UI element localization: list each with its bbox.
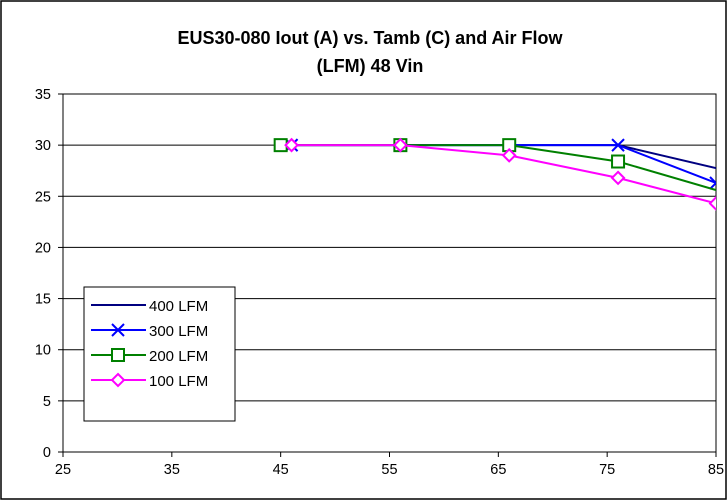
series-layer <box>273 137 716 211</box>
marker-diamond <box>708 196 716 211</box>
marker-x <box>611 138 625 152</box>
x-tick-label: 75 <box>599 462 615 478</box>
legend-label: 300 LFM <box>149 323 208 340</box>
legend-label: 200 LFM <box>149 348 208 365</box>
legend-label: 100 LFM <box>149 373 208 390</box>
y-tick-label: 5 <box>43 394 51 410</box>
y-axis: 0 5 10 15 20 25 30 35 <box>35 87 63 461</box>
marker-square <box>611 154 626 169</box>
x-tick-label: 65 <box>490 462 506 478</box>
x-axis: 25 35 45 55 65 75 85 <box>55 452 724 478</box>
y-tick-label: 30 <box>35 138 51 154</box>
legend-item: 300 LFM <box>91 323 208 340</box>
y-tick-label: 25 <box>35 189 51 205</box>
marker-diamond <box>284 137 299 153</box>
legend-item: 400 LFM <box>91 298 208 315</box>
series-100-lfm <box>284 137 716 211</box>
marker-diamond <box>501 147 517 163</box>
y-tick-label: 10 <box>35 343 51 359</box>
marker-square <box>111 348 125 362</box>
y-tick-label: 15 <box>35 292 51 308</box>
marker-x <box>111 323 125 337</box>
legend-item: 200 LFM <box>91 348 208 365</box>
legend-label: 400 LFM <box>149 298 208 315</box>
y-tick-label: 0 <box>43 445 51 461</box>
chart-title-line-1: EUS30-080 Iout (A) vs. Tamb (C) and Air … <box>177 28 563 48</box>
y-tick-label: 20 <box>35 240 51 256</box>
x-tick-label: 35 <box>164 462 180 478</box>
marker-diamond <box>392 137 408 153</box>
y-tick-label: 35 <box>35 87 51 103</box>
chart-title-line-2: (LFM) 48 Vin <box>317 56 424 76</box>
marker-diamond <box>110 372 126 388</box>
marker-x <box>709 176 716 190</box>
x-tick-label: 85 <box>708 462 724 478</box>
legend-item: 100 LFM <box>91 372 208 390</box>
x-tick-label: 55 <box>381 462 397 478</box>
marker-diamond <box>610 170 626 186</box>
x-tick-label: 25 <box>55 462 71 478</box>
x-tick-label: 45 <box>273 462 289 478</box>
legend: 400 LFM 300 LFM 200 LFM 100 LFM <box>83 286 236 422</box>
